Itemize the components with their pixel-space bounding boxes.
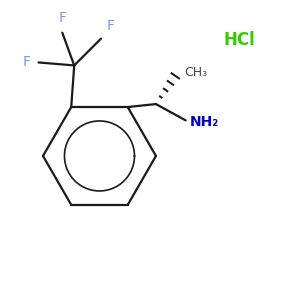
Text: F: F: [23, 56, 31, 70]
Text: HCl: HCl: [223, 31, 255, 49]
Text: CH₃: CH₃: [184, 66, 207, 80]
Text: F: F: [58, 11, 66, 25]
Text: NH₂: NH₂: [190, 115, 219, 129]
Text: F: F: [107, 19, 115, 33]
